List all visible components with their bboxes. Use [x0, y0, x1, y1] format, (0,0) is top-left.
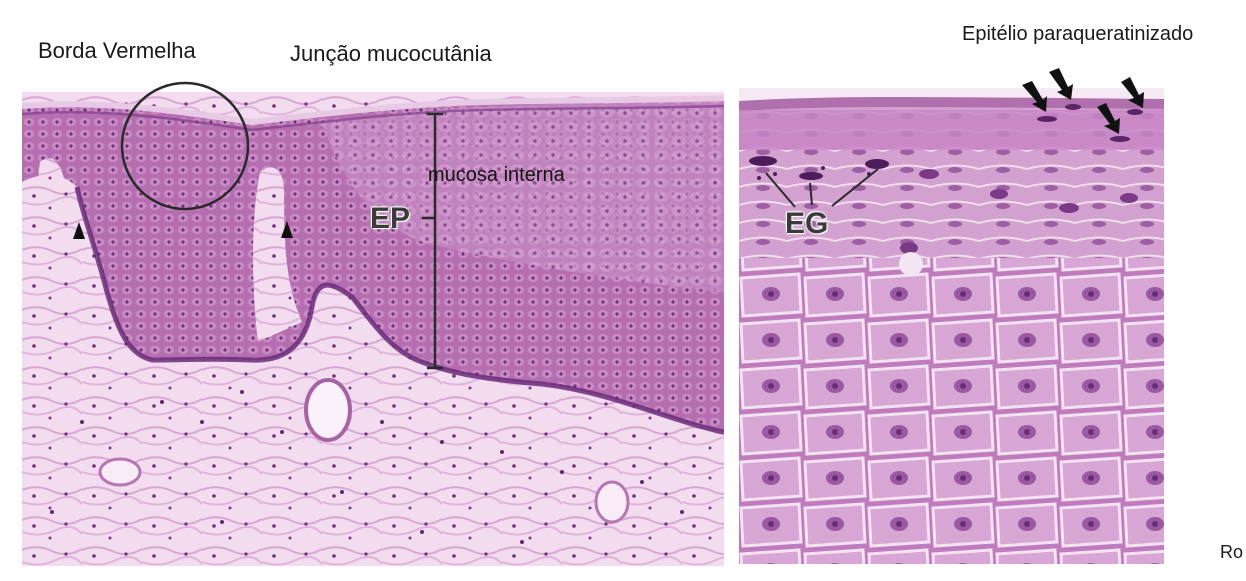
label-juncao-mucocutania: Junção mucocutânia: [290, 41, 492, 66]
micrograph-right-paraqueratinized-epithelium: [739, 88, 1164, 564]
label-borda-vermelha: Borda Vermelha: [38, 38, 196, 63]
label-epitelio-paraqueratinizado: Epitélio paraqueratinizado: [962, 23, 1194, 45]
micrograph-left-lip-section: [22, 92, 724, 566]
label-ep: EP: [370, 202, 411, 235]
label-eg: EG: [785, 207, 829, 240]
label-ro: Ro: [1220, 542, 1244, 562]
label-mucosa-interna: mucosa interna: [428, 164, 565, 186]
